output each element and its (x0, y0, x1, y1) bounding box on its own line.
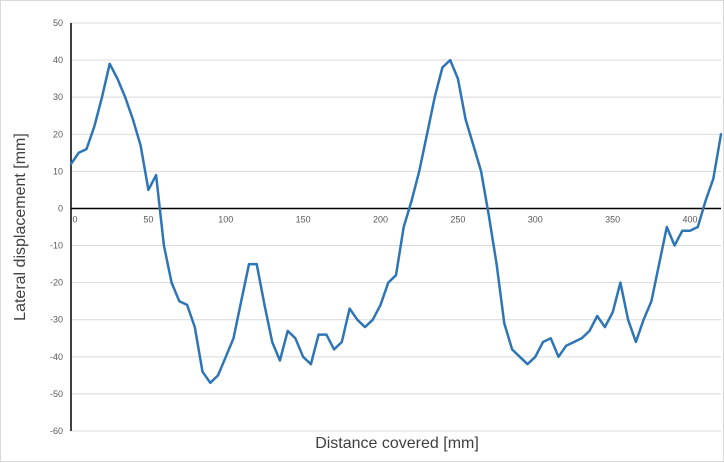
y-tick-label: 20 (53, 129, 63, 139)
x-tick-label: 300 (528, 214, 543, 224)
x-tick-labels: 0 50 100 150 200 250 300 350 400 (72, 214, 697, 224)
x-tick-label: 100 (218, 214, 233, 224)
series-line (71, 60, 721, 383)
y-tick-label: -40 (50, 352, 63, 362)
series-group (71, 60, 721, 383)
y-tick-label: -60 (50, 426, 63, 436)
y-tick-label: 40 (53, 55, 63, 65)
x-tick-label: 200 (373, 214, 388, 224)
y-tick-labels: -60 -50 -40 -30 -20 -10 0 10 20 30 40 50 (50, 18, 63, 436)
y-tick-label: 50 (53, 18, 63, 28)
y-tick-label: -50 (50, 389, 63, 399)
y-tick-label: 0 (58, 203, 63, 213)
x-tick-label: 150 (296, 214, 311, 224)
y-axis-label: Lateral displacement [mm] (12, 133, 29, 321)
x-axis-label: Distance covered [mm] (315, 435, 479, 452)
x-tick-label: 350 (605, 214, 620, 224)
gridlines (71, 23, 721, 431)
y-tick-label: -30 (50, 315, 63, 325)
axes (71, 23, 721, 431)
y-tick-label: -10 (50, 241, 63, 251)
y-tick-label: 30 (53, 92, 63, 102)
x-tick-label: 50 (143, 214, 153, 224)
y-tick-label: -20 (50, 278, 63, 288)
x-tick-label: 250 (450, 214, 465, 224)
y-tick-label: 10 (53, 166, 63, 176)
x-tick-label: 400 (683, 214, 698, 224)
x-tick-label: 0 (72, 214, 77, 224)
